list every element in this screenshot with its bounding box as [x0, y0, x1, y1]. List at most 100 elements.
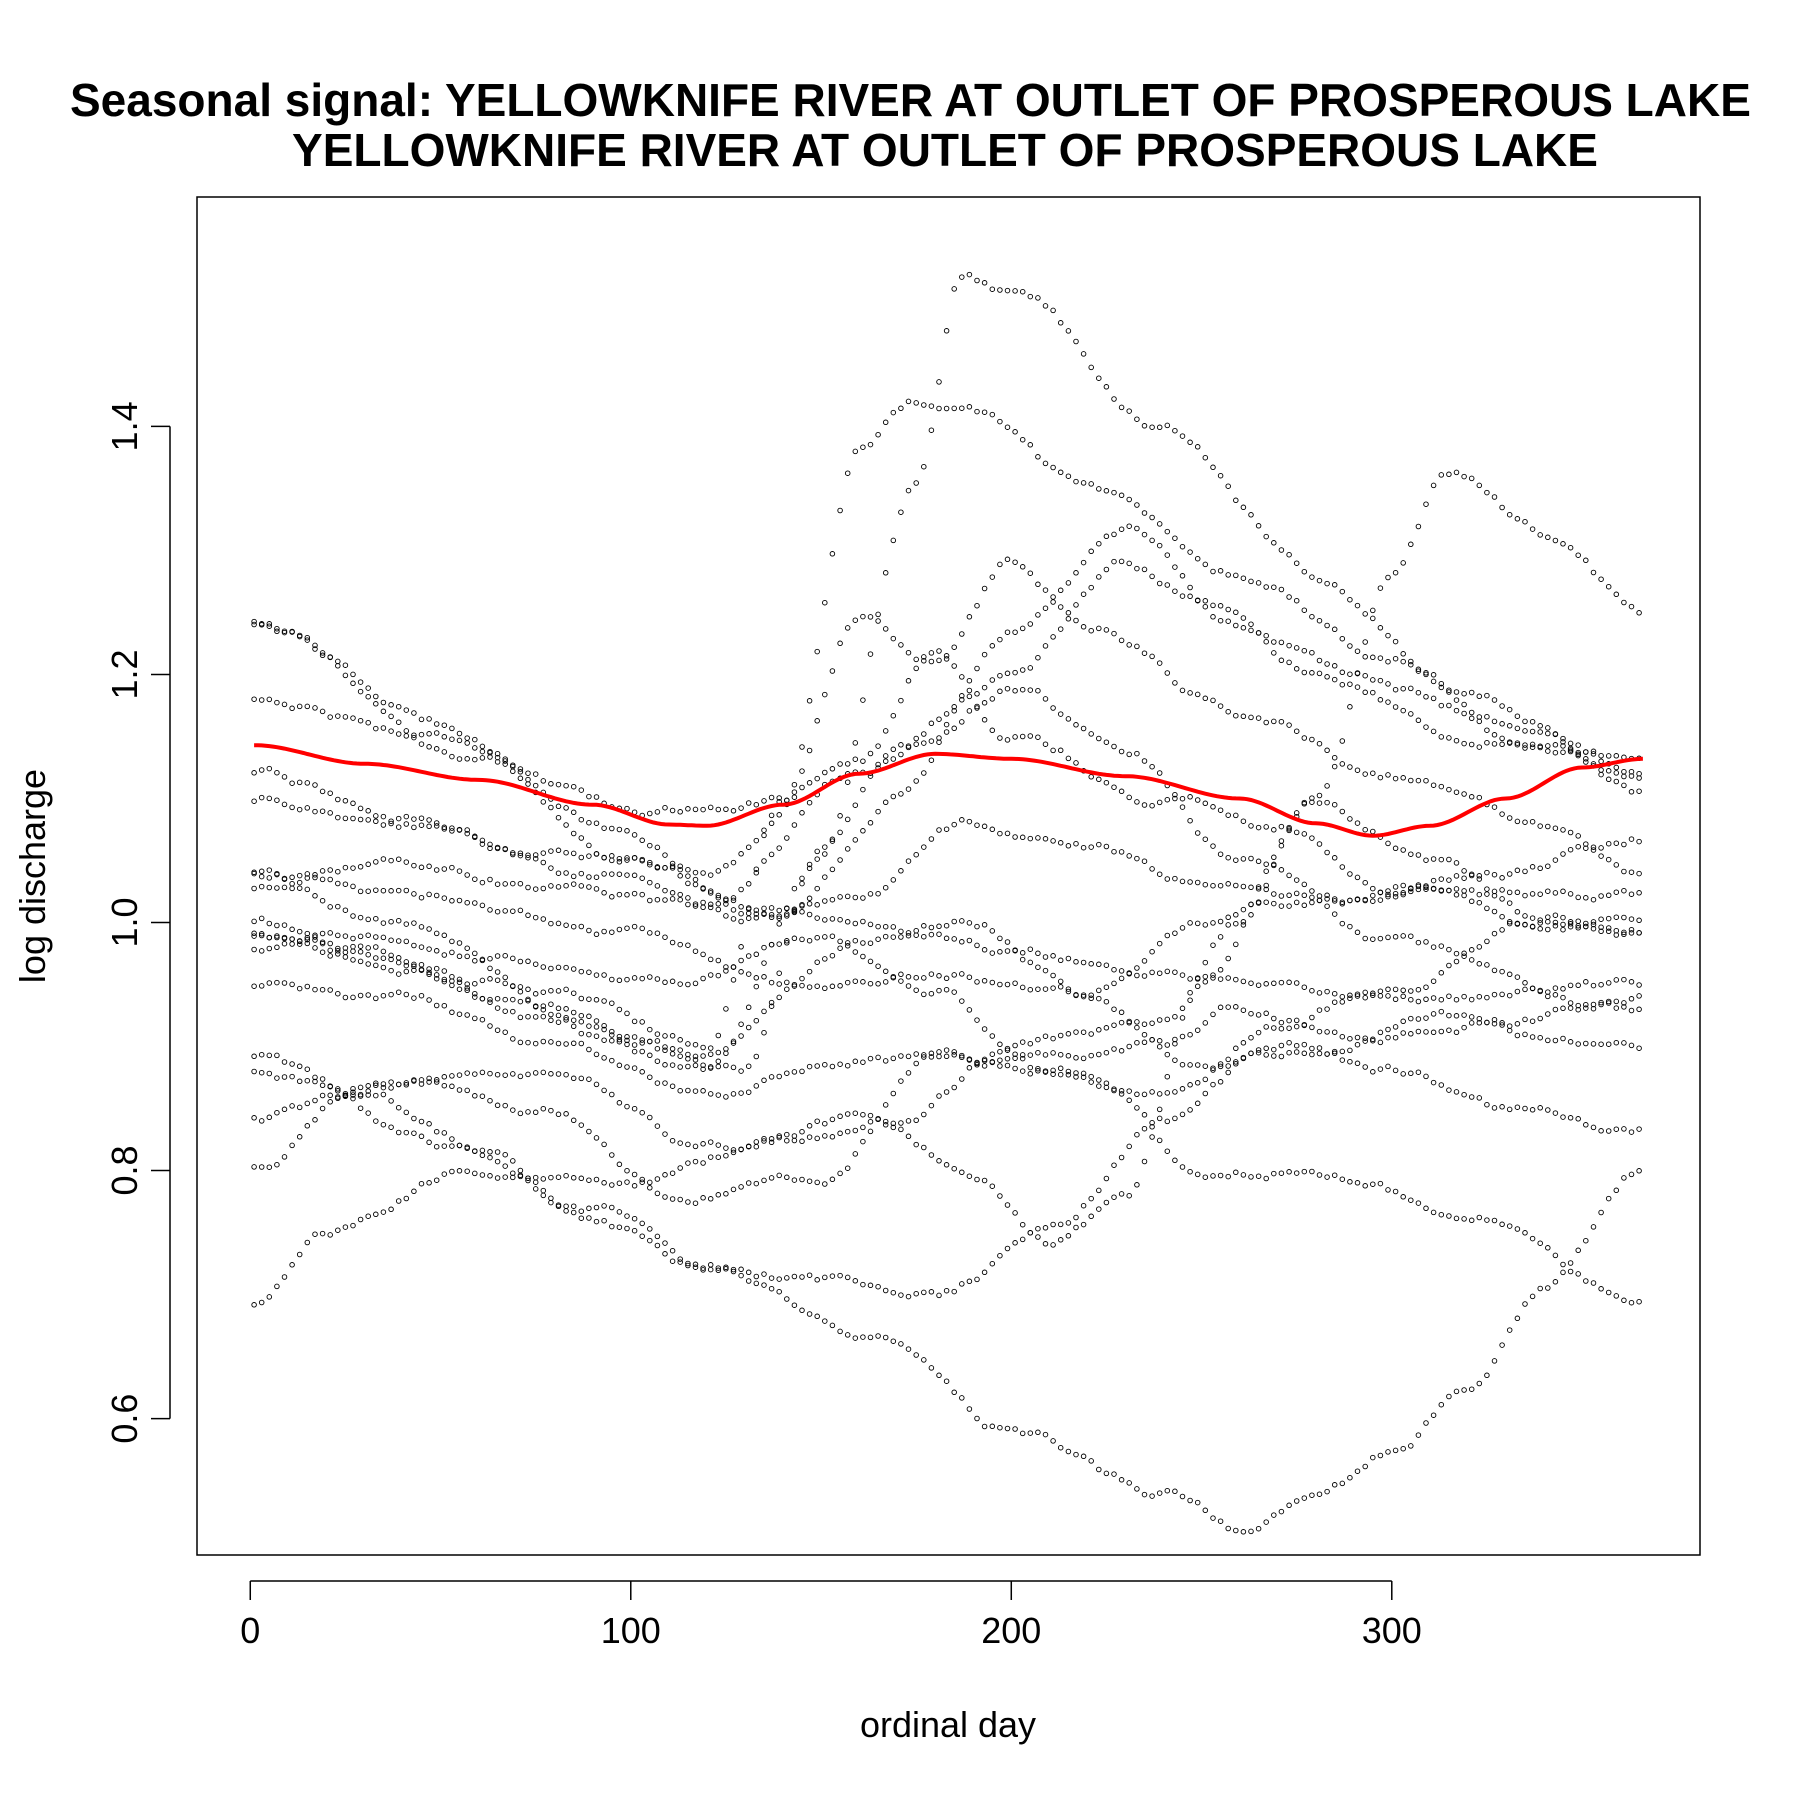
data-point — [1004, 1045, 1011, 1052]
data-point — [281, 940, 288, 947]
data-point — [312, 937, 318, 943]
data-point — [525, 776, 531, 783]
data-point — [639, 837, 645, 844]
data-point — [1217, 1063, 1224, 1070]
data-point — [738, 904, 744, 910]
data-point — [867, 614, 874, 620]
data-point — [1545, 1245, 1551, 1251]
data-point — [342, 907, 349, 913]
data-point — [1621, 1040, 1627, 1046]
data-point — [1529, 1107, 1536, 1113]
data-point — [1248, 578, 1254, 585]
data-point — [1309, 670, 1315, 676]
data-point — [814, 983, 820, 989]
data-point — [1331, 896, 1338, 902]
data-point — [1141, 1112, 1148, 1118]
data-point — [1149, 537, 1155, 544]
data-point — [1278, 823, 1285, 830]
data-point — [1461, 710, 1467, 717]
data-point — [913, 927, 919, 934]
data-point — [1187, 997, 1193, 1003]
data-point — [738, 944, 744, 950]
data-point — [1506, 815, 1513, 821]
data-point — [1240, 1007, 1247, 1013]
data-point — [1636, 930, 1642, 936]
data-point — [1194, 1027, 1201, 1033]
data-point — [829, 952, 836, 959]
data-point — [449, 736, 455, 742]
data-point — [1590, 847, 1597, 853]
data-point — [1210, 1067, 1216, 1073]
data-point — [1255, 982, 1262, 988]
data-point — [1522, 868, 1528, 875]
data-point — [1636, 917, 1642, 924]
data-point — [418, 815, 425, 821]
data-point — [1605, 915, 1612, 922]
data-point — [274, 628, 280, 635]
data-point — [1331, 582, 1338, 588]
data-point — [327, 1099, 333, 1105]
data-point — [1088, 548, 1094, 555]
data-point — [1628, 1042, 1635, 1049]
data-point — [365, 719, 371, 726]
data-point — [1362, 935, 1368, 942]
data-point — [1126, 1143, 1132, 1150]
data-point — [1027, 621, 1034, 627]
data-point — [510, 768, 516, 775]
data-point — [692, 1053, 699, 1060]
data-point — [1415, 1432, 1422, 1438]
data-point — [1194, 1080, 1201, 1086]
data-point — [548, 1199, 554, 1206]
data-point — [624, 1179, 630, 1185]
data-point — [1514, 1104, 1521, 1110]
data-point — [1293, 645, 1300, 651]
data-point — [1430, 1079, 1437, 1086]
data-point — [829, 866, 836, 873]
data-point — [251, 1053, 257, 1060]
data-point — [913, 851, 919, 858]
data-point — [1217, 967, 1224, 973]
data-point — [548, 1017, 554, 1024]
data-point — [1073, 1074, 1079, 1080]
data-point — [1560, 739, 1566, 745]
data-point — [700, 1160, 706, 1166]
data-point — [1255, 858, 1262, 865]
data-point — [1187, 549, 1193, 555]
data-point — [654, 930, 661, 936]
data-point — [464, 1070, 470, 1076]
data-point — [799, 810, 805, 816]
data-point — [1248, 1034, 1254, 1041]
data-point — [1484, 713, 1490, 720]
data-point — [1194, 920, 1201, 927]
data-point — [1202, 598, 1209, 604]
data-point — [1126, 1480, 1132, 1486]
data-point — [776, 1288, 782, 1295]
data-point — [1050, 307, 1056, 314]
data-point — [365, 945, 371, 951]
data-point — [730, 1266, 737, 1273]
data-point — [365, 1110, 371, 1116]
data-point — [814, 902, 820, 908]
data-point — [578, 883, 585, 889]
data-point — [966, 1278, 973, 1285]
data-point — [776, 1172, 782, 1179]
data-point — [921, 923, 927, 929]
data-point — [266, 884, 273, 891]
data-point — [1613, 998, 1620, 1005]
data-point — [875, 611, 881, 618]
data-point — [1240, 922, 1247, 928]
data-point — [1073, 338, 1079, 345]
data-point — [1073, 1214, 1079, 1221]
data-point — [822, 851, 828, 857]
data-point — [1004, 629, 1011, 635]
data-point — [1468, 1386, 1475, 1392]
data-point — [1484, 727, 1490, 733]
data-point — [1453, 689, 1460, 695]
data-point — [1194, 444, 1201, 450]
data-point — [882, 933, 889, 940]
data-point — [860, 953, 866, 960]
data-point — [487, 876, 493, 883]
data-point — [1248, 912, 1254, 918]
data-point — [844, 919, 851, 925]
